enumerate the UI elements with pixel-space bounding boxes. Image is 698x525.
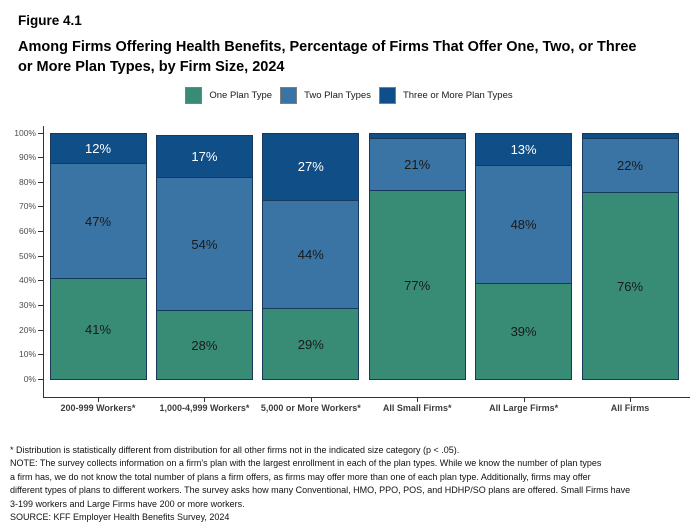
bar-value-label: 21% (404, 156, 431, 172)
footnote-note: NOTE: The survey collects information on… (10, 458, 602, 469)
bar-segment: 21% (368, 137, 466, 191)
bar-segment (581, 133, 679, 139)
chart-title-line1: Among Firms Offering Health Benefits, Pe… (18, 39, 637, 55)
y-axis-tick (38, 255, 43, 257)
y-axis-tick-label: 30% (18, 300, 36, 311)
y-axis-tick (38, 231, 43, 233)
bar-value-label: 17% (191, 149, 218, 165)
bar-value-label: 27% (297, 159, 324, 175)
bar-segment (368, 133, 466, 139)
x-axis-category-label: All Small Firms* (382, 403, 452, 413)
y-axis-tick-label: 20% (18, 324, 36, 335)
bar-value-label: 41% (84, 321, 112, 337)
bar-segment: 22% (581, 137, 679, 194)
x-axis-tick (310, 398, 312, 402)
bar-segment: 17% (155, 135, 253, 179)
bar-segment: 54% (155, 177, 253, 312)
bar-value-label: 48% (510, 217, 537, 233)
bar-value-label: 29% (297, 336, 324, 352)
bar-segment: 44% (262, 199, 360, 309)
footnote-source: SOURCE: KFF Employer Health Benefits Sur… (10, 512, 230, 523)
bar-value-label: 28% (191, 337, 218, 353)
legend-swatch-three-or-more-plan-types (378, 87, 396, 104)
legend-label: Three or More Plan Types (402, 90, 513, 101)
bar-segment: 27% (262, 133, 360, 201)
y-axis-tick (38, 280, 43, 282)
footnote-note: 3-199 workers and Large Firms have 200 o… (10, 498, 245, 509)
x-axis-tick (523, 398, 525, 402)
bar-segment: 77% (368, 189, 466, 381)
legend-swatch-one-plan-type (185, 87, 203, 104)
y-axis-tick-label: 10% (18, 349, 36, 360)
y-axis-tick-label: 80% (18, 176, 36, 187)
chart-title-line2: or More Plan Types, by Firm Size, 2024 (18, 59, 285, 75)
y-axis-tick (38, 157, 43, 159)
bar-value-label: 76% (616, 278, 644, 294)
y-axis-line (43, 126, 45, 398)
x-axis-category-label: All Large Firms* (489, 403, 559, 413)
legend-swatch-two-plan-types (280, 87, 298, 104)
legend-label: One Plan Type (209, 90, 273, 101)
legend-item-three-or-more-plan-types: Three or More Plan Types (378, 87, 513, 104)
y-axis-tick (38, 379, 43, 380)
legend-item-two-plan-types: Two Plan Types (280, 87, 371, 104)
x-axis-tick (204, 398, 206, 402)
x-axis-tick (98, 398, 99, 402)
bar-segment: 41% (49, 278, 147, 381)
y-axis-tick (38, 329, 43, 331)
y-axis-tick-label: 40% (18, 275, 36, 286)
bar-value-label: 44% (297, 246, 324, 262)
x-axis-tick (417, 398, 419, 402)
bar-segment: 48% (475, 165, 573, 285)
y-axis-tick-label: 70% (18, 201, 36, 212)
y-axis-tick-label: 60% (18, 226, 36, 237)
y-axis-tick-label: 0% (23, 374, 36, 384)
y-axis-tick (38, 132, 43, 134)
chart-legend: One Plan Type Two Plan Types Three or Mo… (0, 87, 698, 104)
y-axis-tick (38, 354, 43, 356)
bar-segment: 12% (49, 133, 147, 164)
footnote-note: a firm has, we do not know the total num… (10, 471, 591, 482)
y-axis-tick-label: 50% (18, 250, 36, 261)
y-axis-tick-label: 90% (18, 152, 36, 163)
bar-value-label: 12% (84, 140, 112, 156)
footnotes: * Distribution is statistically differen… (10, 444, 630, 524)
bar-segment: 47% (49, 162, 147, 280)
x-axis-tick (630, 398, 631, 402)
footnote-asterisk: * Distribution is statistically differen… (10, 445, 460, 455)
legend-item-one-plan-type: One Plan Type (185, 87, 272, 104)
footnote-note: different types of plans to different wo… (10, 485, 631, 496)
bar-segment: 76% (581, 192, 679, 381)
bar-segment: 29% (262, 308, 360, 381)
x-axis-category-label: 1,000-4,999 Workers* (159, 403, 250, 413)
y-axis-tick (38, 181, 43, 183)
bar-value-label: 77% (404, 277, 431, 293)
x-axis-line (43, 397, 690, 399)
x-axis-category-label: 5,000 or More Workers* (260, 403, 361, 413)
bar-segment: 28% (155, 310, 253, 381)
y-axis-tick-label: 100% (14, 127, 36, 138)
bar-value-label: 47% (84, 213, 112, 229)
bar-segment: 39% (475, 283, 573, 381)
bar-value-label: 22% (616, 158, 644, 174)
x-axis-category-label: 200-999 Workers* (60, 403, 136, 413)
bar-value-label: 54% (191, 236, 218, 252)
bar-value-label: 39% (510, 324, 537, 340)
y-axis-tick (38, 206, 43, 208)
figure-number: Figure 4.1 (18, 13, 82, 28)
bar-value-label: 13% (510, 142, 537, 158)
x-axis-category-label: All Firms (610, 403, 650, 413)
y-axis-tick (38, 305, 43, 307)
bar-segment: 13% (475, 133, 573, 167)
legend-label: Two Plan Types (304, 90, 371, 101)
